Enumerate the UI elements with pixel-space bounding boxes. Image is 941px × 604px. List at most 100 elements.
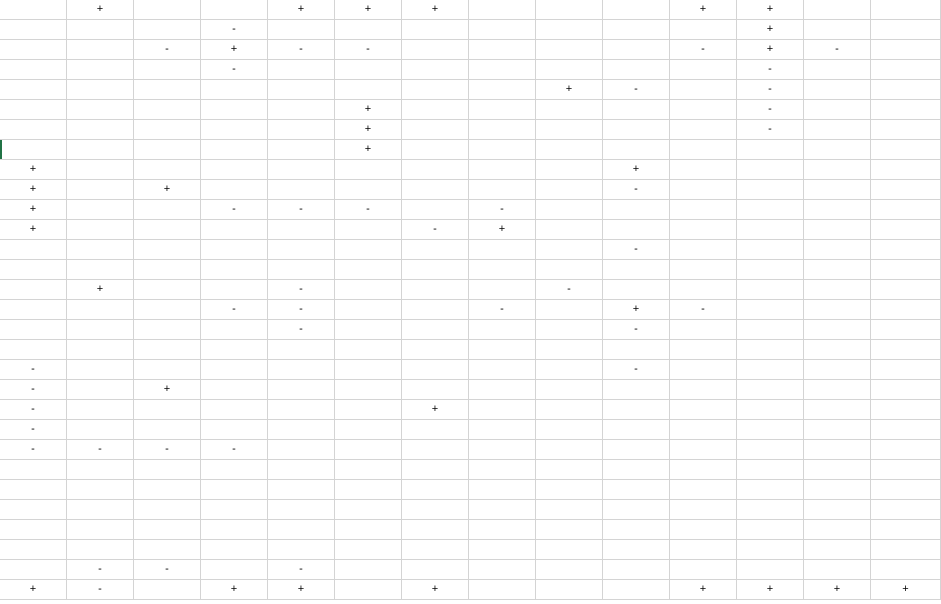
grid-cell[interactable]: + [536, 80, 603, 100]
grid-cell[interactable] [201, 160, 268, 180]
grid-cell[interactable] [536, 260, 603, 280]
grid-cell[interactable] [201, 240, 268, 260]
grid-cell[interactable]: + [737, 0, 804, 20]
grid-cell[interactable] [201, 500, 268, 520]
grid-cell[interactable] [134, 320, 201, 340]
grid-cell[interactable] [804, 60, 871, 80]
grid-cell[interactable] [871, 220, 941, 240]
grid-cell[interactable]: - [603, 360, 670, 380]
grid-cell[interactable]: - [804, 40, 871, 60]
grid-cell[interactable] [737, 340, 804, 360]
grid-cell[interactable] [335, 340, 402, 360]
grid-cell[interactable] [871, 60, 941, 80]
grid-cell[interactable]: - [737, 60, 804, 80]
grid-cell[interactable] [536, 540, 603, 560]
grid-cell[interactable] [804, 320, 871, 340]
grid-cell[interactable] [737, 200, 804, 220]
grid-cell[interactable]: + [134, 180, 201, 200]
grid-cell[interactable] [536, 220, 603, 240]
grid-cell[interactable] [402, 100, 469, 120]
grid-cell[interactable] [67, 520, 134, 540]
grid-cell[interactable] [335, 400, 402, 420]
grid-cell[interactable] [134, 80, 201, 100]
grid-cell[interactable] [871, 180, 941, 200]
grid-cell[interactable] [268, 120, 335, 140]
grid-cell[interactable] [737, 260, 804, 280]
grid-cell[interactable]: - [0, 420, 67, 440]
grid-cell[interactable] [804, 220, 871, 240]
grid-cell[interactable] [67, 200, 134, 220]
grid-cell[interactable] [871, 0, 941, 20]
grid-cell[interactable] [871, 120, 941, 140]
grid-cell[interactable] [536, 360, 603, 380]
grid-cell[interactable] [469, 380, 536, 400]
grid-cell[interactable]: + [335, 100, 402, 120]
grid-cell[interactable] [335, 380, 402, 400]
grid-cell[interactable] [469, 0, 536, 20]
grid-cell[interactable] [268, 100, 335, 120]
grid-cell[interactable] [603, 520, 670, 540]
grid-cell[interactable]: + [603, 160, 670, 180]
grid-cell[interactable] [268, 220, 335, 240]
grid-cell[interactable] [536, 320, 603, 340]
grid-cell[interactable] [603, 580, 670, 600]
grid-cell[interactable] [536, 580, 603, 600]
grid-cell[interactable] [670, 280, 737, 300]
grid-cell[interactable]: - [201, 20, 268, 40]
grid-cell[interactable] [603, 560, 670, 580]
grid-cell[interactable] [670, 420, 737, 440]
grid-cell[interactable] [871, 40, 941, 60]
grid-cell[interactable] [134, 480, 201, 500]
grid-cell[interactable] [871, 400, 941, 420]
grid-cell[interactable] [603, 500, 670, 520]
grid-cell[interactable] [469, 180, 536, 200]
grid-cell[interactable] [134, 460, 201, 480]
grid-cell[interactable]: - [670, 300, 737, 320]
grid-cell[interactable] [335, 480, 402, 500]
grid-cell[interactable] [871, 300, 941, 320]
grid-cell[interactable] [134, 260, 201, 280]
grid-cell[interactable]: - [737, 100, 804, 120]
grid-cell[interactable] [670, 60, 737, 80]
grid-cell[interactable] [0, 20, 67, 40]
grid-cell[interactable] [268, 80, 335, 100]
grid-cell[interactable] [804, 200, 871, 220]
grid-cell[interactable] [201, 460, 268, 480]
grid-cell[interactable]: + [737, 580, 804, 600]
grid-cell[interactable] [469, 400, 536, 420]
grid-cell[interactable] [469, 80, 536, 100]
grid-cell[interactable] [335, 60, 402, 80]
grid-cell[interactable]: + [469, 220, 536, 240]
grid-cell[interactable]: + [737, 20, 804, 40]
grid-cell[interactable] [737, 420, 804, 440]
grid-cell[interactable] [871, 520, 941, 540]
grid-cell[interactable] [268, 480, 335, 500]
grid-cell[interactable] [536, 20, 603, 40]
grid-cell[interactable]: + [871, 580, 941, 600]
grid-cell[interactable] [804, 0, 871, 20]
grid-cell[interactable] [402, 500, 469, 520]
grid-cell[interactable] [67, 540, 134, 560]
grid-cell[interactable] [402, 440, 469, 460]
grid-cell[interactable]: + [201, 40, 268, 60]
grid-cell[interactable] [67, 20, 134, 40]
grid-cell[interactable] [737, 380, 804, 400]
grid-cell[interactable] [134, 240, 201, 260]
grid-cell[interactable] [268, 500, 335, 520]
grid-cell[interactable] [134, 400, 201, 420]
grid-cell[interactable] [134, 220, 201, 240]
grid-cell[interactable] [670, 520, 737, 540]
grid-cell[interactable]: + [670, 0, 737, 20]
grid-cell[interactable] [201, 540, 268, 560]
grid-cell[interactable] [134, 520, 201, 540]
grid-cell[interactable] [134, 300, 201, 320]
grid-cell[interactable] [201, 280, 268, 300]
grid-cell[interactable]: - [67, 440, 134, 460]
grid-cell[interactable] [67, 320, 134, 340]
grid-cell[interactable] [871, 280, 941, 300]
grid-cell[interactable] [603, 60, 670, 80]
grid-cell[interactable] [804, 520, 871, 540]
grid-cell[interactable]: + [0, 200, 67, 220]
grid-cell[interactable] [402, 360, 469, 380]
grid-cell[interactable]: - [670, 40, 737, 60]
